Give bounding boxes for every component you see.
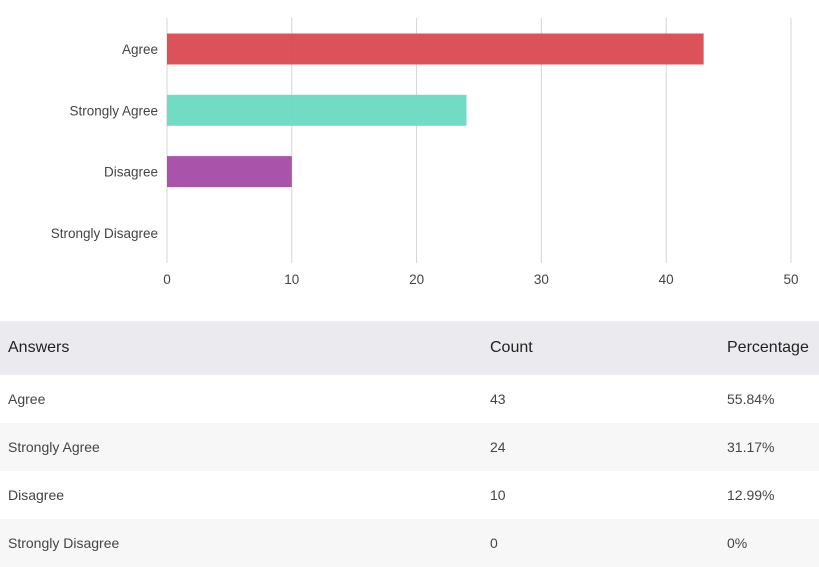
category-label: Strongly Agree: [69, 103, 158, 118]
percentage-cell: 55.84%: [727, 375, 819, 423]
category-label: Disagree: [104, 165, 158, 180]
percentage-cell: 0%: [727, 519, 819, 567]
bar-chart: 0 10 20 30 40 50 Agree Strongly Agree Disagree St…: [51, 18, 799, 287]
count-cell: 0: [490, 519, 727, 567]
x-tick-label: 10: [284, 272, 299, 287]
count-cell: 24: [490, 423, 727, 471]
results-table: Answers Count Percentage Agree 43 55.84%…: [0, 321, 819, 567]
percentage-cell: 31.17%: [727, 423, 819, 471]
answer-cell: Strongly Agree: [0, 423, 490, 471]
percentage-column-header: Percentage: [727, 321, 819, 375]
answer-cell: Strongly Disagree: [0, 519, 490, 567]
bar: [167, 94, 467, 126]
x-tick-label: 20: [409, 272, 424, 287]
count-cell: 43: [490, 375, 727, 423]
x-tick-label: 30: [534, 272, 549, 287]
answer-cell: Disagree: [0, 471, 490, 519]
category-label: Strongly Disagree: [51, 226, 158, 241]
count-cell: 10: [490, 471, 727, 519]
table-row: Strongly Agree 24 31.17%: [0, 423, 819, 471]
x-tick-label: 40: [659, 272, 674, 287]
bar: [167, 156, 292, 188]
answer-cell: Agree: [0, 375, 490, 423]
answers-column-header: Answers: [0, 321, 490, 375]
table-row: Strongly Disagree 0 0%: [0, 519, 819, 567]
table-row: Disagree 10 12.99%: [0, 471, 819, 519]
x-tick-label: 50: [783, 272, 798, 287]
category-label: Agree: [122, 42, 158, 57]
x-tick-label: 0: [163, 272, 171, 287]
percentage-cell: 12.99%: [727, 471, 819, 519]
count-column-header: Count: [490, 321, 727, 375]
table-header-row: Answers Count Percentage: [0, 321, 819, 375]
bar: [167, 33, 704, 65]
table-row: Agree 43 55.84%: [0, 375, 819, 423]
